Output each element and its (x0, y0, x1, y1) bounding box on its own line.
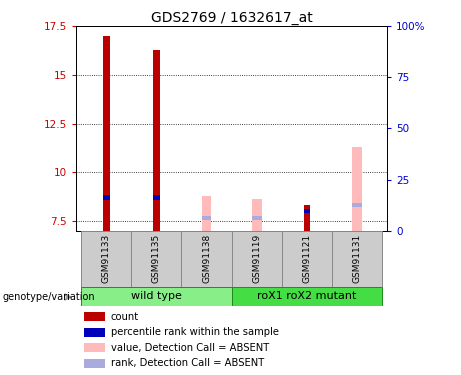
Bar (332, 231, 382, 287)
Bar (84, 328, 105, 336)
Bar (252, 216, 261, 220)
Bar (304, 209, 310, 213)
Bar (81, 231, 131, 287)
Bar (232, 287, 382, 306)
Bar (81, 287, 232, 306)
Bar (103, 195, 110, 200)
Bar (131, 231, 182, 287)
Bar (202, 216, 212, 220)
Text: percentile rank within the sample: percentile rank within the sample (111, 327, 278, 337)
Bar (252, 200, 261, 231)
Text: GSM91119: GSM91119 (252, 234, 261, 284)
Bar (84, 359, 105, 368)
Bar (84, 343, 105, 352)
Bar (202, 196, 212, 231)
Text: GSM91133: GSM91133 (102, 234, 111, 284)
Bar (352, 203, 362, 207)
Bar (182, 231, 232, 287)
Bar (282, 231, 332, 287)
Title: GDS2769 / 1632617_at: GDS2769 / 1632617_at (151, 11, 313, 25)
Text: value, Detection Call = ABSENT: value, Detection Call = ABSENT (111, 343, 269, 352)
Text: wild type: wild type (131, 291, 182, 301)
Text: GSM91138: GSM91138 (202, 234, 211, 284)
Bar (84, 312, 105, 321)
Text: count: count (111, 312, 139, 322)
Text: genotype/variation: genotype/variation (2, 292, 95, 302)
Text: roX1 roX2 mutant: roX1 roX2 mutant (257, 291, 357, 301)
Bar (232, 231, 282, 287)
Bar (304, 206, 310, 231)
Text: GSM91121: GSM91121 (302, 234, 312, 284)
Text: GSM91131: GSM91131 (353, 234, 361, 284)
Bar (103, 36, 110, 231)
Bar (153, 195, 160, 200)
Text: GSM91135: GSM91135 (152, 234, 161, 284)
Text: rank, Detection Call = ABSENT: rank, Detection Call = ABSENT (111, 358, 264, 368)
Bar (352, 147, 362, 231)
Bar (153, 50, 160, 231)
